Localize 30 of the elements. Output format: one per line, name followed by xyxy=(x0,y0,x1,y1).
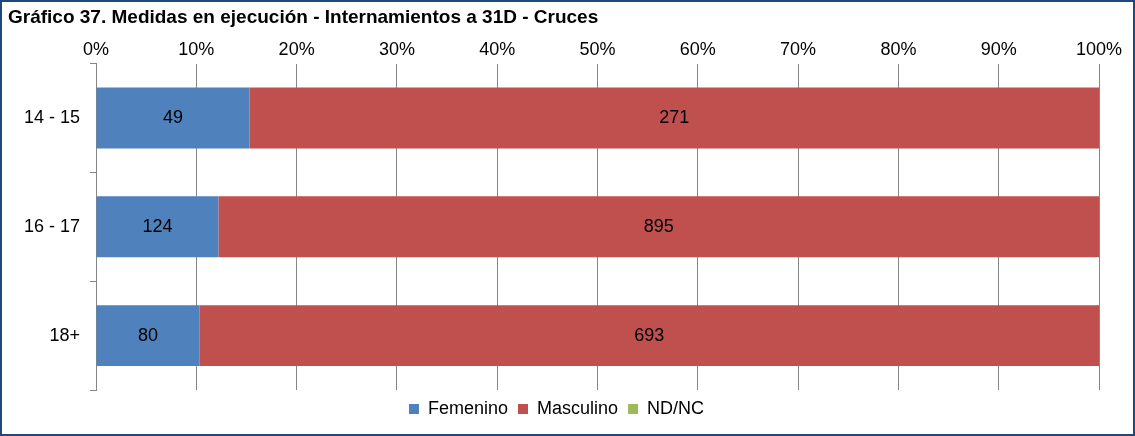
annotation: 693 xyxy=(634,324,665,345)
x-tick-label: 30% xyxy=(378,38,415,59)
x-tick-label: 80% xyxy=(880,38,917,59)
annotation: 124 xyxy=(142,215,173,236)
legend-label: ND/NC xyxy=(647,397,705,418)
bar xyxy=(249,87,1099,149)
x-tick-label: 20% xyxy=(278,38,315,59)
legend-label: Femenino xyxy=(427,397,509,418)
x-tick-label: 10% xyxy=(178,38,215,59)
chart-title: Gráfico 37. Medidas en ejecución - Internamientos a 31D - Cruces xyxy=(8,6,599,28)
x-tick-label: 60% xyxy=(679,38,716,59)
y-tick-label: 14 - 15 xyxy=(23,106,81,127)
bar xyxy=(199,305,1099,367)
bar xyxy=(96,305,200,367)
annotation: 80 xyxy=(137,324,158,345)
y-tick-label: 18+ xyxy=(49,324,81,345)
x-tick-label: 0% xyxy=(83,38,110,59)
annotation: 271 xyxy=(659,106,690,127)
bar xyxy=(96,87,250,149)
annotation: 895 xyxy=(643,215,674,236)
bar xyxy=(218,196,1099,258)
annotation: 49 xyxy=(163,106,184,127)
x-tick-label: 70% xyxy=(780,38,817,59)
x-tick-label: 100% xyxy=(1075,38,1123,59)
x-tick-label: 50% xyxy=(579,38,616,59)
y-tick-label: 16 - 17 xyxy=(23,215,81,236)
legend-label: Masculino xyxy=(537,397,619,418)
bar xyxy=(96,196,219,258)
x-tick-label: 90% xyxy=(980,38,1017,59)
x-tick-label: 40% xyxy=(479,38,516,59)
